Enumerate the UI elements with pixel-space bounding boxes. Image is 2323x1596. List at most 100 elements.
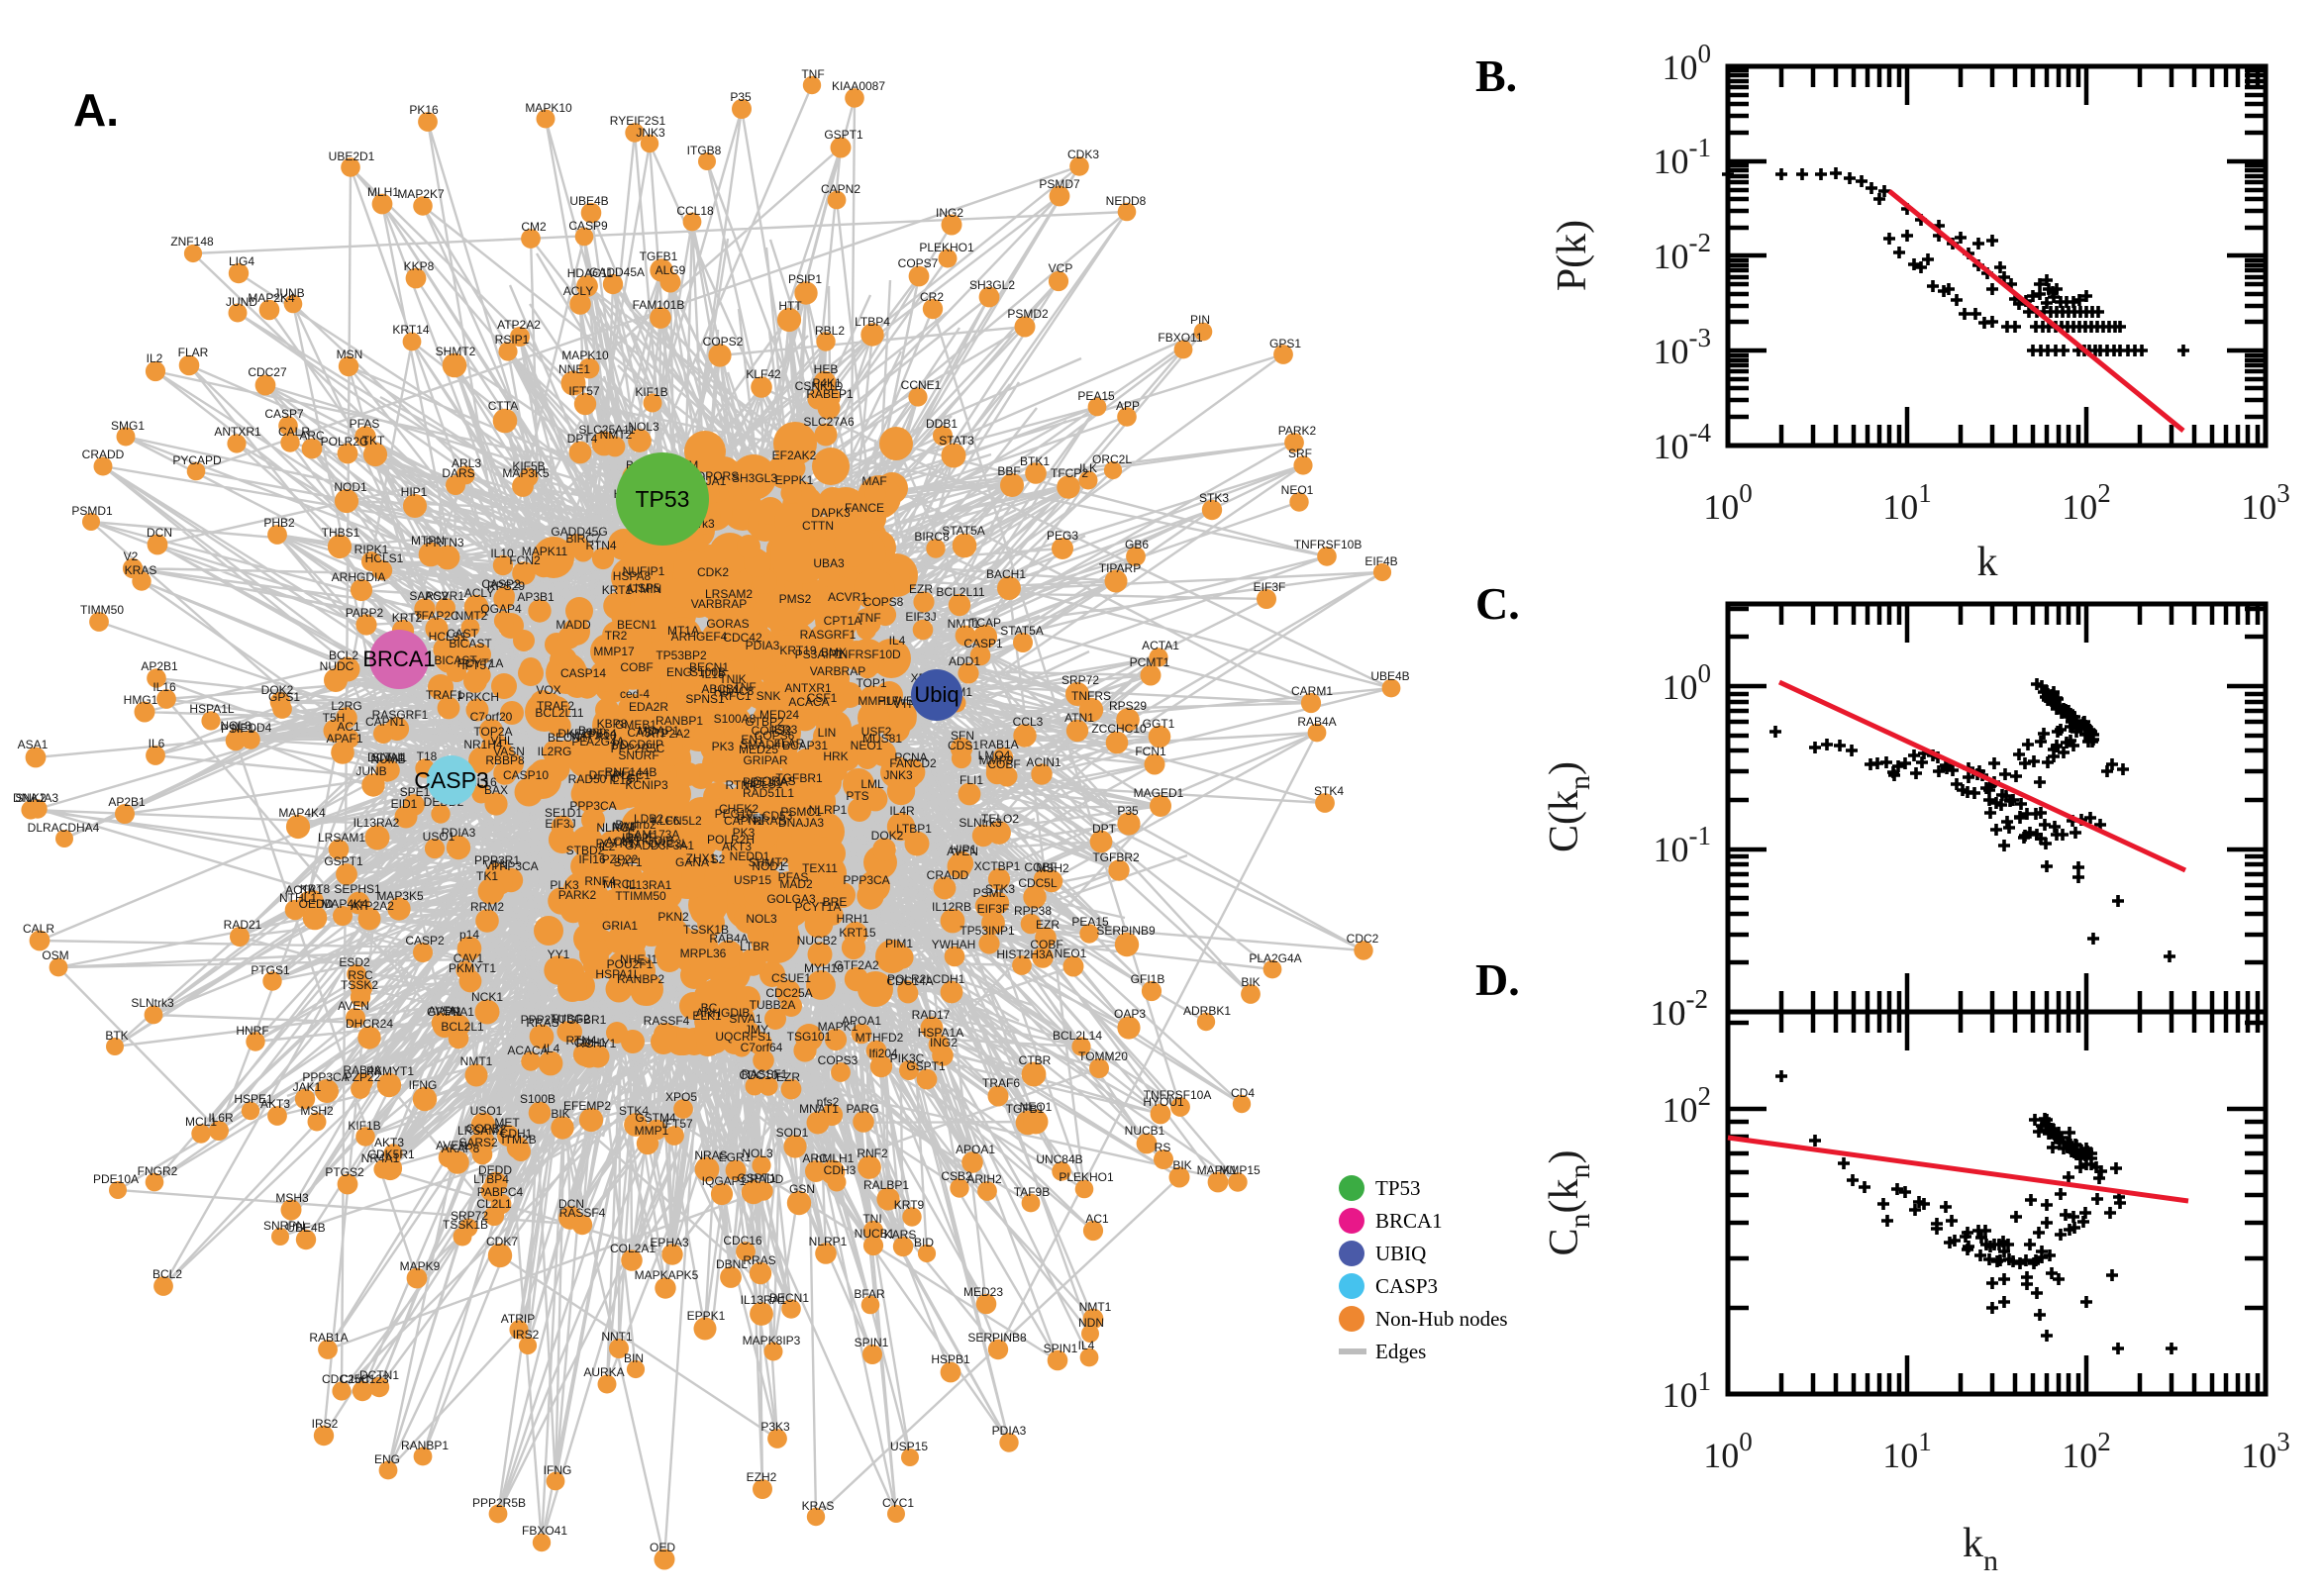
svg-text:KIF1B: KIF1B — [348, 1119, 380, 1133]
svg-text:CASP7: CASP7 — [264, 407, 304, 421]
svg-text:CR2: CR2 — [920, 290, 944, 304]
svg-text:SFN: SFN — [951, 729, 974, 743]
svg-text:NRAS: NRAS — [694, 1148, 727, 1162]
svg-text:BICAST: BICAST — [449, 637, 492, 650]
svg-text:ENG: ENG — [666, 665, 692, 679]
svg-text:CDH1: CDH1 — [933, 972, 965, 986]
svg-text:MTHFD2: MTHFD2 — [856, 1031, 904, 1045]
svg-text:PDE10A: PDE10A — [93, 1172, 139, 1186]
svg-text:IRS2F: IRS2F — [622, 831, 656, 845]
svg-text:EPPK1: EPPK1 — [687, 1309, 726, 1323]
svg-text:KRAS: KRAS — [125, 563, 157, 577]
svg-text:TNFRSF10B: TNFRSF10B — [1294, 538, 1363, 551]
svg-text:THBS1: THBS1 — [322, 526, 360, 540]
svg-text:XPO5: XPO5 — [665, 1090, 697, 1104]
svg-text:BCL2L11: BCL2L11 — [535, 706, 583, 720]
svg-text:KLF42: KLF42 — [746, 367, 781, 381]
svg-text:IL6R: IL6R — [208, 1111, 234, 1125]
svg-text:BECN1: BECN1 — [769, 1291, 809, 1305]
svg-text:CASP1: CASP1 — [627, 726, 666, 740]
svg-text:COPS2: COPS2 — [703, 335, 744, 349]
svg-text:BIK: BIK — [1241, 975, 1260, 989]
svg-text:RALBP1: RALBP1 — [863, 1178, 909, 1192]
svg-text:TK1: TK1 — [476, 869, 498, 883]
svg-text:XCTBP1: XCTBP1 — [974, 859, 1021, 873]
svg-text:MAGED1: MAGED1 — [1134, 786, 1184, 800]
svg-text:CSUE1: CSUE1 — [771, 971, 811, 985]
svg-text:FBXO41: FBXO41 — [522, 1524, 567, 1538]
svg-text:AVEN: AVEN — [436, 1139, 467, 1152]
svg-text:COBF: COBF — [1030, 938, 1062, 951]
svg-text:GRIA1: GRIA1 — [602, 919, 638, 933]
svg-text:COPB2: COPB2 — [466, 1122, 507, 1136]
svg-text:USP15: USP15 — [734, 873, 771, 887]
svg-text:p14: p14 — [459, 928, 479, 942]
svg-text:ARHGDIA: ARHGDIA — [332, 570, 386, 584]
svg-text:EIF3F: EIF3F — [977, 902, 1010, 916]
svg-text:BECN1: BECN1 — [617, 618, 656, 632]
svg-text:PPP2R5C: PPP2R5C — [611, 742, 665, 755]
svg-text:CAPN1: CAPN1 — [724, 814, 763, 828]
svg-text:SLC27A6: SLC27A6 — [803, 415, 855, 429]
svg-text:MAF: MAF — [861, 474, 886, 488]
svg-text:IL4: IL4 — [544, 1042, 560, 1055]
svg-text:TGFBR1: TGFBR1 — [775, 771, 823, 785]
svg-text:POLR2G: POLR2G — [321, 435, 369, 449]
svg-text:ENG: ENG — [374, 1452, 400, 1466]
svg-text:PTGS2: PTGS2 — [325, 1165, 364, 1179]
svg-text:MLH1: MLH1 — [367, 185, 399, 199]
svg-text:NUMB: NUMB — [370, 752, 405, 766]
svg-text:OEDD: OEDD — [299, 897, 334, 911]
svg-text:RBL2: RBL2 — [815, 324, 845, 338]
svg-text:CAPN2: CAPN2 — [821, 182, 860, 196]
svg-text:KRT14: KRT14 — [392, 323, 429, 337]
svg-text:HUWE1: HUWE1 — [877, 694, 921, 708]
svg-text:PZP22: PZP22 — [345, 1070, 381, 1084]
svg-text:TRAF6: TRAF6 — [982, 1076, 1020, 1090]
svg-text:pfs2: pfs2 — [817, 1095, 840, 1109]
svg-text:RRAS: RRAS — [753, 814, 785, 828]
svg-text:ASA1: ASA1 — [18, 738, 49, 751]
svg-text:NEO1: NEO1 — [1020, 1100, 1053, 1114]
svg-text:FANCD2: FANCD2 — [889, 756, 937, 770]
svg-text:FANCE: FANCE — [845, 501, 884, 515]
svg-text:UBE4B: UBE4B — [569, 194, 608, 208]
svg-text:IRS2: IRS2 — [513, 1328, 540, 1342]
svg-text:FLAR: FLAR — [774, 737, 805, 750]
svg-text:OSM: OSM — [42, 948, 68, 962]
svg-text:COBF: COBF — [620, 660, 653, 674]
svg-text:NOL3: NOL3 — [746, 912, 777, 926]
svg-text:PYCAPD: PYCAPD — [172, 453, 222, 467]
svg-text:ATP2A2: ATP2A2 — [351, 899, 394, 913]
svg-text:TTIMM50: TTIMM50 — [615, 889, 666, 903]
svg-text:FAM101B: FAM101B — [633, 298, 685, 312]
svg-text:AP2B1: AP2B1 — [108, 795, 146, 809]
svg-text:KLF6: KLF6 — [652, 814, 680, 828]
svg-text:SLNtrk3: SLNtrk3 — [131, 996, 174, 1010]
svg-text:COL2A1: COL2A1 — [610, 1242, 656, 1255]
svg-text:HYOU1: HYOU1 — [1143, 1095, 1184, 1109]
svg-text:SIVA1: SIVA1 — [371, 750, 404, 764]
svg-text:TR2: TR2 — [605, 629, 628, 643]
svg-text:CASP9: CASP9 — [568, 219, 608, 233]
svg-text:PFAS: PFAS — [778, 870, 809, 884]
svg-text:T18: T18 — [417, 749, 438, 763]
svg-text:PPP2R5B: PPP2R5B — [472, 1496, 526, 1510]
svg-text:MED24: MED24 — [759, 708, 799, 722]
svg-text:DFFA: DFFA — [589, 768, 620, 782]
svg-text:GADD45G: GADD45G — [551, 525, 607, 539]
svg-text:Banp: Banp — [578, 724, 606, 738]
svg-text:KIAA0087: KIAA0087 — [832, 79, 885, 93]
svg-text:PRTN3: PRTN3 — [425, 536, 463, 549]
svg-text:RASGRF1: RASGRF1 — [800, 628, 857, 642]
svg-text:AKT3: AKT3 — [374, 1136, 404, 1149]
svg-text:SRP72: SRP72 — [451, 1209, 488, 1223]
svg-text:KRT1: KRT1 — [602, 583, 633, 597]
svg-text:IER3: IER3 — [771, 723, 798, 737]
svg-text:HSPE1: HSPE1 — [234, 1092, 273, 1106]
svg-text:IFNG: IFNG — [544, 1463, 572, 1477]
svg-text:PPA1: PPA1 — [445, 1005, 474, 1019]
svg-text:ZNF148: ZNF148 — [170, 235, 214, 249]
svg-text:PABPC4: PABPC4 — [477, 1185, 524, 1199]
svg-text:MAD2: MAD2 — [779, 877, 813, 891]
